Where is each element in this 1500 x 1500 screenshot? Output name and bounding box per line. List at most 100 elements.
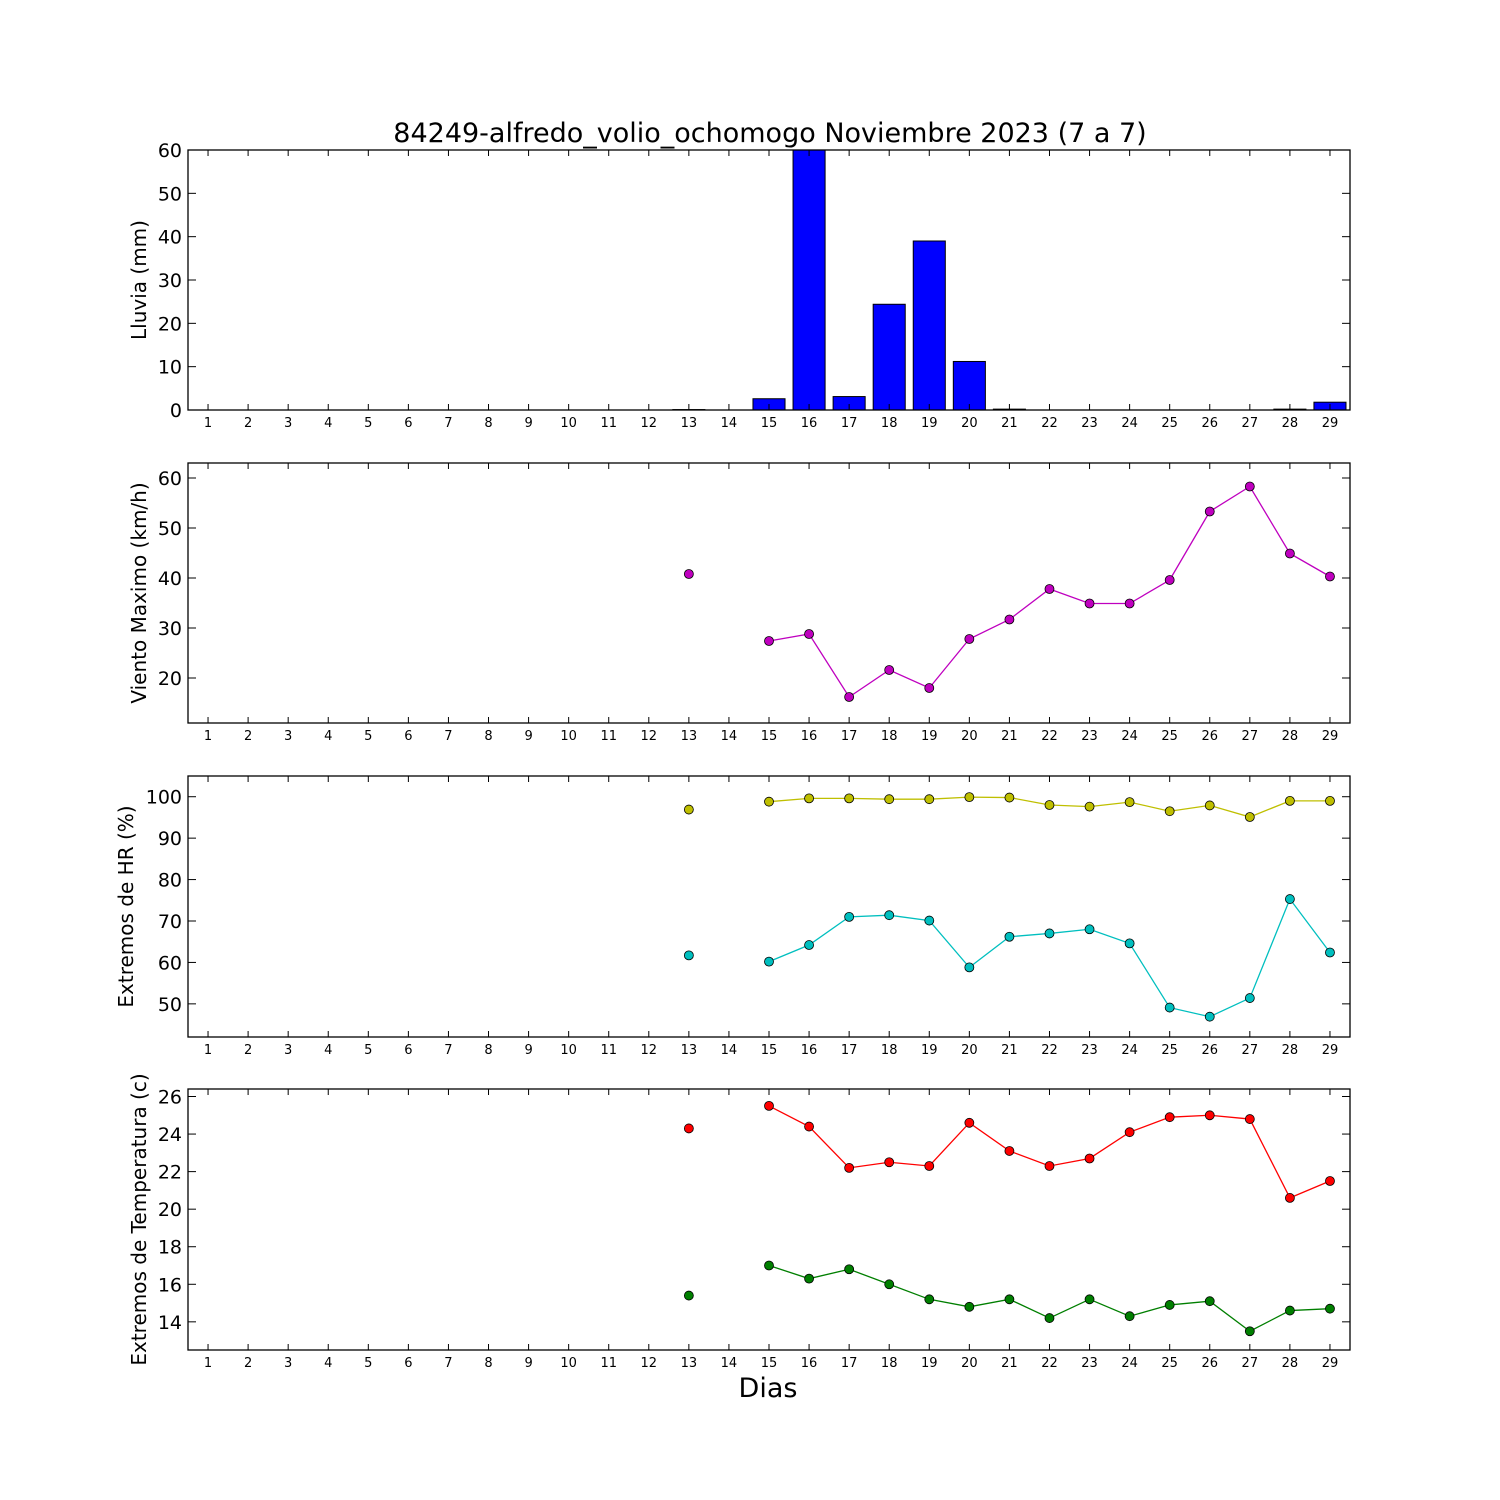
x-tick-label: 3 (284, 1043, 292, 1058)
y-tick-label: 50 (158, 183, 182, 205)
x-tick-label: 25 (1161, 416, 1178, 431)
data-point (1244, 481, 1255, 492)
y-tick-label: 80 (158, 870, 182, 892)
data-point (1084, 1294, 1095, 1305)
y-tick-label: 50 (158, 518, 182, 540)
x-tick-label: 28 (1282, 729, 1299, 744)
data-point (1084, 801, 1095, 812)
data-point (683, 804, 694, 815)
data-point (884, 794, 895, 805)
data-point (884, 665, 895, 675)
chart-panels: 1 2 3 4 5 6 7 8 9 10 11 12 13 14 15 16 17 18 19 20 21 22 23 24 2… (114, 140, 1351, 1371)
data-point (1124, 598, 1135, 609)
x-tick-label: 4 (324, 416, 332, 431)
data-point (1044, 1161, 1055, 1171)
x-tick-label: 26 (1201, 1043, 1218, 1058)
x-tick-label: 13 (681, 1356, 698, 1371)
x-tick-label: 14 (721, 1356, 738, 1371)
x-tick-label: 2 (244, 729, 252, 744)
data-point (1325, 947, 1335, 958)
data-point (1284, 1305, 1295, 1316)
data-point (764, 636, 774, 646)
x-tick-label: 9 (524, 416, 532, 431)
x-tick-label: 12 (641, 729, 658, 744)
panel-4: 1 2 3 4 5 6 7 8 9 10 11 12 13 14 15 16 17 18 19 20 21 22 23 24 2… (127, 1073, 1351, 1371)
x-tick-label: 22 (1041, 729, 1058, 744)
x-tick-label: 7 (444, 1043, 452, 1058)
x-tick-label: 29 (1322, 729, 1339, 744)
x-tick-label: 3 (284, 1356, 292, 1371)
x-tick-label: 9 (524, 1356, 532, 1371)
x-tick-label: 4 (324, 1043, 332, 1058)
data-point (1004, 1146, 1015, 1156)
x-tick-label: 5 (364, 1356, 372, 1371)
x-tick-label: 7 (444, 729, 452, 744)
data-point (964, 634, 975, 644)
x-tick-label: 22 (1041, 1356, 1058, 1371)
data-point (1164, 1112, 1175, 1123)
x-tick-label: 6 (404, 416, 412, 431)
x-tick-label: 12 (641, 1043, 658, 1058)
data-point (1084, 598, 1095, 609)
x-tick-label: 7 (444, 416, 452, 431)
data-point (804, 793, 814, 804)
data-point (683, 950, 694, 961)
data-point (964, 1301, 975, 1312)
y-axis-label: Extremos de Temperatura (c) (127, 1073, 151, 1365)
x-tick-label: 15 (761, 416, 778, 431)
data-point (1325, 1303, 1335, 1314)
data-point (1244, 1326, 1255, 1337)
data-point (1204, 1011, 1215, 1022)
y-axis-label: Lluvia (mm) (127, 220, 151, 340)
y-tick-label: 60 (158, 140, 182, 162)
data-point (1084, 924, 1095, 935)
data-point (924, 683, 935, 693)
x-tick-label: 9 (524, 729, 532, 744)
y-tick-label: 90 (158, 828, 182, 850)
x-tick-label: 6 (404, 1356, 412, 1371)
data-point (1284, 795, 1295, 806)
x-tick-label: 17 (841, 1043, 858, 1058)
x-tick-label: 12 (641, 416, 658, 431)
y-tick-label: 20 (158, 313, 182, 335)
x-tick-label: 23 (1081, 1043, 1098, 1058)
data-point (1004, 1294, 1015, 1305)
panel-2: 1 2 3 4 5 6 7 8 9 10 11 12 13 14 15 16 17 18 19 20 21 22 23 24 2… (127, 462, 1351, 744)
x-tick-label: 12 (641, 1356, 658, 1371)
x-tick-label: 26 (1201, 1356, 1218, 1371)
x-tick-label: 28 (1282, 416, 1299, 431)
data-point (884, 1157, 895, 1168)
data-point (1204, 506, 1215, 517)
data-point (1124, 1311, 1135, 1322)
data-point (1004, 614, 1015, 625)
y-tick-label: 26 (158, 1087, 182, 1109)
data-point (924, 794, 935, 805)
panel-data (683, 481, 1335, 702)
x-tick-label: 10 (560, 1043, 577, 1058)
bar (952, 360, 986, 410)
x-tick-label: 6 (404, 1043, 412, 1058)
bar (792, 150, 826, 410)
x-tick-label: 10 (560, 1356, 577, 1371)
bar (912, 240, 946, 410)
data-point (1164, 1300, 1175, 1310)
x-tick-label: 21 (1001, 729, 1018, 744)
data-point (764, 956, 774, 967)
x-tick-label: 28 (1282, 1356, 1299, 1371)
data-point (844, 1264, 855, 1275)
x-tick-label: 28 (1282, 1043, 1299, 1058)
x-tick-label: 14 (721, 416, 738, 431)
y-tick-label: 40 (158, 227, 182, 249)
panel-data (683, 792, 1335, 1022)
data-point (924, 1294, 935, 1305)
data-point (1044, 1313, 1055, 1323)
x-tick-label: 17 (841, 1356, 858, 1371)
x-tick-label: 9 (524, 1043, 532, 1058)
x-tick-label: 16 (801, 729, 818, 744)
x-tick-label: 21 (1001, 416, 1018, 431)
x-tick-label: 21 (1001, 1043, 1018, 1058)
x-tick-label: 27 (1242, 416, 1259, 431)
x-tick-label: 26 (1201, 416, 1218, 431)
